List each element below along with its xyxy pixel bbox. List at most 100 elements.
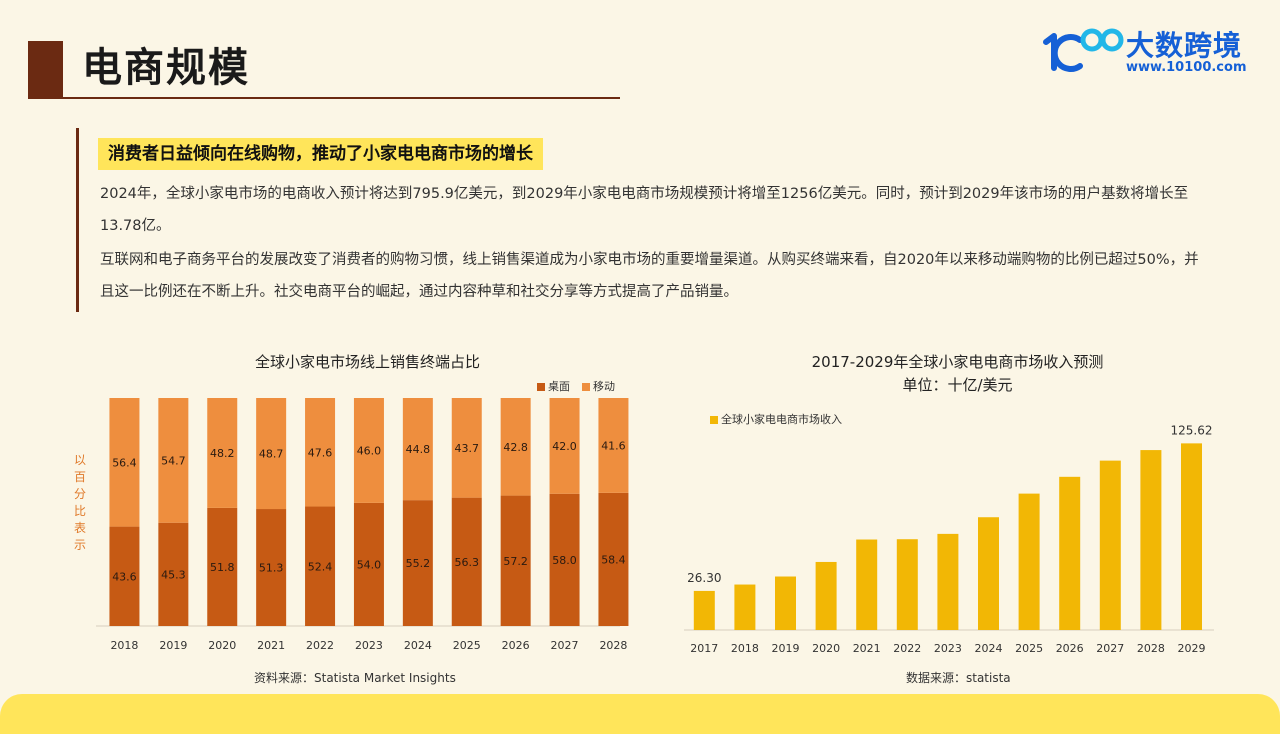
chart2-bar (775, 576, 796, 630)
chart1-label-mobile: 48.2 (210, 447, 235, 460)
headline-highlight: 消费者日益倾向在线购物，推动了小家电电商市场的增长 (98, 138, 543, 170)
chart1-tick-label: 2023 (355, 639, 383, 652)
chart2-bar (1181, 443, 1202, 630)
chart1-tick-label: 2019 (159, 639, 187, 652)
chart2-tick-label: 2027 (1096, 642, 1124, 655)
chart1-legend-desktop: 桌面 (537, 378, 570, 394)
chart1-tick-label: 2021 (257, 639, 285, 652)
chart1-bar-desktop (402, 500, 433, 626)
legend-swatch-mobile (582, 383, 590, 391)
logo-name: 大数跨境 (1126, 29, 1243, 62)
chart1-label-desktop: 43.6 (112, 570, 137, 583)
chart1-label-mobile: 42.8 (503, 441, 528, 454)
chart1-label-desktop: 45.3 (161, 568, 186, 581)
logo-mark-icon (1043, 28, 1124, 72)
chart1-label-desktop: 52.4 (308, 560, 333, 573)
chart1-bar-mobile (256, 398, 287, 510)
title-accent-bar (28, 41, 63, 99)
chart1-tick-label: 2025 (453, 639, 481, 652)
chart1-bar-desktop (500, 495, 531, 626)
chart1-tick-label: 2027 (551, 639, 579, 652)
chart2-title: 2017-2029年全球小家电电商市场收入预测 (811, 353, 1104, 371)
chart1-bar-mobile (353, 398, 384, 503)
chart1-bar-mobile (305, 398, 336, 507)
chart1-label-desktop: 56.3 (455, 556, 480, 569)
chart2-data-label: 26.30 (687, 571, 721, 585)
footer-band (0, 694, 1280, 734)
chart2-bar (1099, 460, 1121, 630)
page-title: 电商规模 (82, 45, 250, 91)
chart1-legend-mobile: 移动 (582, 378, 615, 394)
chart1-bar-mobile (500, 398, 531, 496)
chart2-tick-label: 2022 (893, 642, 921, 655)
chart1-source: 资料来源：Statista Market Insights (254, 671, 456, 685)
chart1-label-mobile: 44.8 (406, 443, 431, 456)
chart1-label-mobile: 46.0 (357, 444, 382, 457)
chart2-bar (693, 590, 715, 630)
chart1-bar-mobile (451, 398, 482, 498)
legend-label-revenue: 全球小家电电商市场收入 (721, 413, 842, 426)
chart1-bar-desktop (305, 506, 336, 626)
chart2-bar (856, 539, 878, 630)
chart2-bar (734, 584, 756, 630)
chart1-label-mobile: 54.7 (161, 454, 186, 467)
chart2-tick-label: 2023 (934, 642, 962, 655)
chart1-label-desktop: 54.0 (357, 558, 382, 571)
legend-label-desktop: 桌面 (548, 380, 570, 393)
chart2-tick-label: 2020 (812, 642, 840, 655)
chart2-tick-label: 2025 (1015, 642, 1043, 655)
chart1-bar-desktop (158, 522, 189, 626)
chart1-title: 全球小家电市场线上销售终端占比 (254, 353, 480, 371)
chart1-tick-label: 2018 (110, 639, 138, 652)
chart2-data-label: 125.62 (1171, 423, 1213, 437)
chart1-bar-desktop (256, 509, 287, 626)
chart2-bar (937, 533, 959, 630)
chart1-label-desktop: 58.0 (552, 554, 577, 567)
paragraph-2: 互联网和电子商务平台的发展改变了消费者的购物习惯，线上销售渠道成为小家电市场的重… (100, 252, 1199, 300)
chart1-tick-label: 2026 (502, 639, 530, 652)
chart1-label-mobile: 47.6 (308, 446, 333, 459)
chart1-tick-label: 2022 (306, 639, 334, 652)
chart1-label-desktop: 58.4 (601, 553, 626, 566)
chart1-bar-mobile (109, 398, 140, 527)
chart1-label-desktop: 51.8 (210, 561, 235, 574)
chart2-tick-label: 2024 (975, 642, 1003, 655)
chart2-tick-label: 2029 (1178, 642, 1206, 655)
text-side-rule (76, 128, 79, 312)
chart1-bar-desktop (451, 497, 482, 626)
chart2-tick-label: 2028 (1137, 642, 1165, 655)
chart1-bar-mobile (549, 398, 580, 494)
chart1-tick-label: 2028 (599, 639, 627, 652)
chart1-tick-label: 2024 (404, 639, 432, 652)
chart1-bar-mobile (207, 398, 238, 508)
chart2-bar (896, 539, 918, 630)
chart1-bar-mobile (402, 398, 433, 501)
chart2-subtitle: 单位：十亿/美元 (902, 376, 1013, 394)
logo-url: www.10100.com (1126, 60, 1247, 75)
chart1-label-desktop: 55.2 (406, 557, 431, 570)
chart2-bar (1018, 493, 1040, 630)
chart1-bar-desktop (353, 502, 384, 626)
chart2-bar (1059, 476, 1081, 630)
chart2-tick-label: 2026 (1056, 642, 1084, 655)
chart2-tick-label: 2021 (853, 642, 881, 655)
chart2-bar (978, 517, 999, 630)
chart2-source: 数据来源：statista (906, 671, 1011, 685)
chart1-ylabel: 以百分比表示 (73, 453, 86, 552)
chart1-bar-desktop (109, 526, 140, 626)
legend-label-mobile: 移动 (593, 380, 615, 393)
title-divider (28, 97, 620, 99)
paragraph-1: 2024年，全球小家电市场的电商收入预计将达到795.9亿美元，到2029年小家… (100, 186, 1189, 234)
chart1-tick-label: 2020 (208, 639, 236, 652)
chart2-bar (815, 561, 837, 630)
chart2-bar (1140, 450, 1162, 630)
legend-swatch-revenue (710, 416, 718, 424)
chart2-tick-label: 2019 (772, 642, 800, 655)
chart2-tick-label: 2017 (690, 642, 718, 655)
chart1-label-desktop: 57.2 (503, 555, 528, 568)
chart1-label-mobile: 42.0 (552, 440, 577, 453)
chart2-legend: 全球小家电电商市场收入 (710, 411, 842, 427)
chart1-bar-desktop (207, 507, 238, 626)
chart1-label-mobile: 43.7 (455, 442, 480, 455)
